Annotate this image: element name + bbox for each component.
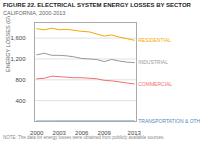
svg-text:2013: 2013 bbox=[128, 130, 142, 135]
svg-text:TRANSPORTATION & OTHER: TRANSPORTATION & OTHER bbox=[138, 118, 200, 124]
svg-text:2009: 2009 bbox=[98, 130, 112, 135]
svg-text:400: 400 bbox=[15, 98, 26, 104]
svg-text:ENERGY LOSSES (GWh): ENERGY LOSSES (GWh) bbox=[5, 16, 11, 72]
svg-text:INDUSTRIAL: INDUSTRIAL bbox=[138, 60, 168, 66]
svg-text:RESIDENTIAL: RESIDENTIAL bbox=[138, 37, 171, 43]
svg-text:1,600: 1,600 bbox=[10, 36, 26, 42]
html-text:NOTE: The data for energy loss: NOTE: The data for energy losses were ob… bbox=[3, 135, 165, 141]
html-text:FIGURE 22. ELECTRICAL SYSTEM E: FIGURE 22. ELECTRICAL SYSTEM ENERGY LOSS… bbox=[3, 2, 191, 8]
svg-text:800: 800 bbox=[15, 77, 26, 83]
svg-text:2000: 2000 bbox=[30, 130, 44, 135]
svg-text:1,200: 1,200 bbox=[10, 56, 26, 62]
html-text:CALIFORNIA, 2000-2013: CALIFORNIA, 2000-2013 bbox=[3, 9, 66, 16]
svg-text:COMMERCIAL: COMMERCIAL bbox=[138, 81, 172, 87]
svg-text:2006: 2006 bbox=[75, 130, 89, 135]
svg-text:2003: 2003 bbox=[53, 130, 67, 135]
